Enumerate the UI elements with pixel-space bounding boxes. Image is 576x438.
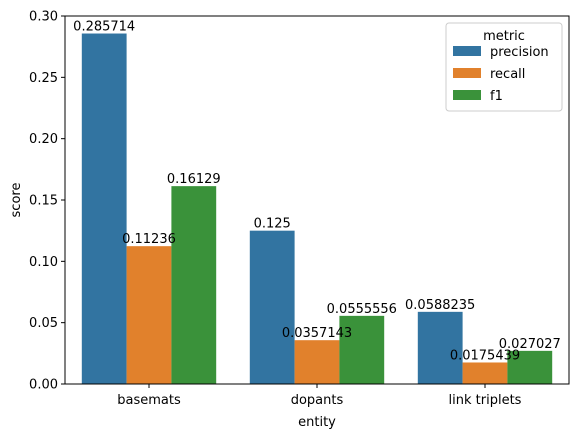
bar-value-label: 0.0357143 [282,326,352,341]
x-axis-label: entity [298,415,336,430]
bar-f1-link-triplets [507,350,553,384]
legend-title: metric [483,29,525,44]
bar-precision-dopants [249,230,295,384]
bar-precision-link-triplets [417,311,463,384]
legend-label-recall: recall [490,67,525,82]
bar-value-label: 0.285714 [73,20,135,35]
x-tick-label: link triplets [449,393,522,408]
bar-value-label: 0.0588235 [405,298,475,313]
y-axis-label: score [9,183,24,218]
x-tick-label: basemats [117,393,181,408]
y-tick-label: 0.05 [29,316,58,331]
bars [81,33,553,385]
bar-recall-link-triplets [462,362,508,384]
y-tick-label: 0.30 [29,10,58,25]
legend-swatch-f1 [453,90,481,100]
bar-precision-basemats [81,33,127,385]
bar-recall-dopants [294,340,340,384]
legend: metric precision recall f1 [445,22,563,112]
y-tick-label: 0.10 [29,255,58,270]
y-tick-label: 0.00 [29,378,58,393]
bar-value-label: 0.125 [254,217,291,232]
y-tick-label: 0.20 [29,132,58,147]
bar-value-label: 0.16129 [167,172,221,187]
legend-swatch-precision [453,46,481,56]
bar-value-label: 0.11236 [122,232,176,247]
y-tick-label: 0.25 [29,71,58,86]
legend-label-f1: f1 [490,89,503,104]
x-tick-label: dopants [291,393,344,408]
y-axis: 0.00 0.05 0.10 0.15 0.20 0.25 0.30 [29,10,65,393]
bar-f1-dopants [339,315,385,384]
y-tick-label: 0.15 [29,194,58,209]
legend-frame [445,22,563,112]
bar-recall-basemats [126,246,172,384]
legend-label-precision: precision [490,45,549,60]
legend-swatch-recall [453,68,481,78]
bar-value-label: 0.027027 [499,337,561,352]
bar-value-labels: 0.285714 0.11236 0.16129 0.125 0.0357143 0.05… [73,20,561,364]
bar-value-label: 0.0555556 [327,302,397,317]
bar-value-label: 0.0175439 [450,348,520,363]
x-axis: basemats dopants link triplets [117,384,522,408]
bar-f1-basemats [171,186,217,384]
